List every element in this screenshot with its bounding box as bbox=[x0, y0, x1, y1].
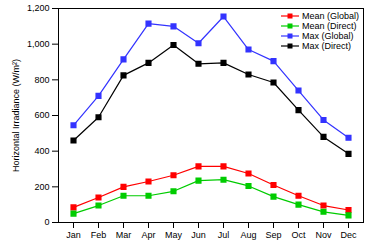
svg-text:Aug: Aug bbox=[240, 230, 256, 240]
svg-text:Jul: Jul bbox=[218, 230, 230, 240]
html-text:Mean (Global): Mean (Global) bbox=[302, 11, 359, 21]
svg-text:400: 400 bbox=[34, 146, 49, 156]
svg-text:Jan: Jan bbox=[66, 230, 81, 240]
svg-text:Jun: Jun bbox=[191, 230, 206, 240]
svg-text:Sep: Sep bbox=[265, 230, 281, 240]
svg-text:Horizontal Irradiance (W/m²): Horizontal Irradiance (W/m²) bbox=[11, 59, 21, 172]
svg-text:0: 0 bbox=[44, 217, 49, 227]
svg-text:Mar: Mar bbox=[116, 230, 132, 240]
svg-text:Oct: Oct bbox=[291, 230, 306, 240]
svg-text:800: 800 bbox=[34, 75, 49, 85]
svg-text:1,000: 1,000 bbox=[27, 39, 50, 49]
svg-text:600: 600 bbox=[34, 110, 49, 120]
html-text:Mean (Direct): Mean (Direct) bbox=[302, 21, 357, 31]
svg-text:May: May bbox=[165, 230, 183, 240]
svg-text:200: 200 bbox=[34, 182, 49, 192]
svg-text:Feb: Feb bbox=[91, 230, 107, 240]
svg-text:1,200: 1,200 bbox=[27, 3, 50, 13]
html-text:Max (Global): Max (Global) bbox=[302, 31, 354, 41]
html-text:Max (Direct): Max (Direct) bbox=[302, 41, 351, 51]
svg-text:Nov: Nov bbox=[315, 230, 332, 240]
svg-text:Dec: Dec bbox=[340, 230, 357, 240]
svg-text:Apr: Apr bbox=[141, 230, 155, 240]
